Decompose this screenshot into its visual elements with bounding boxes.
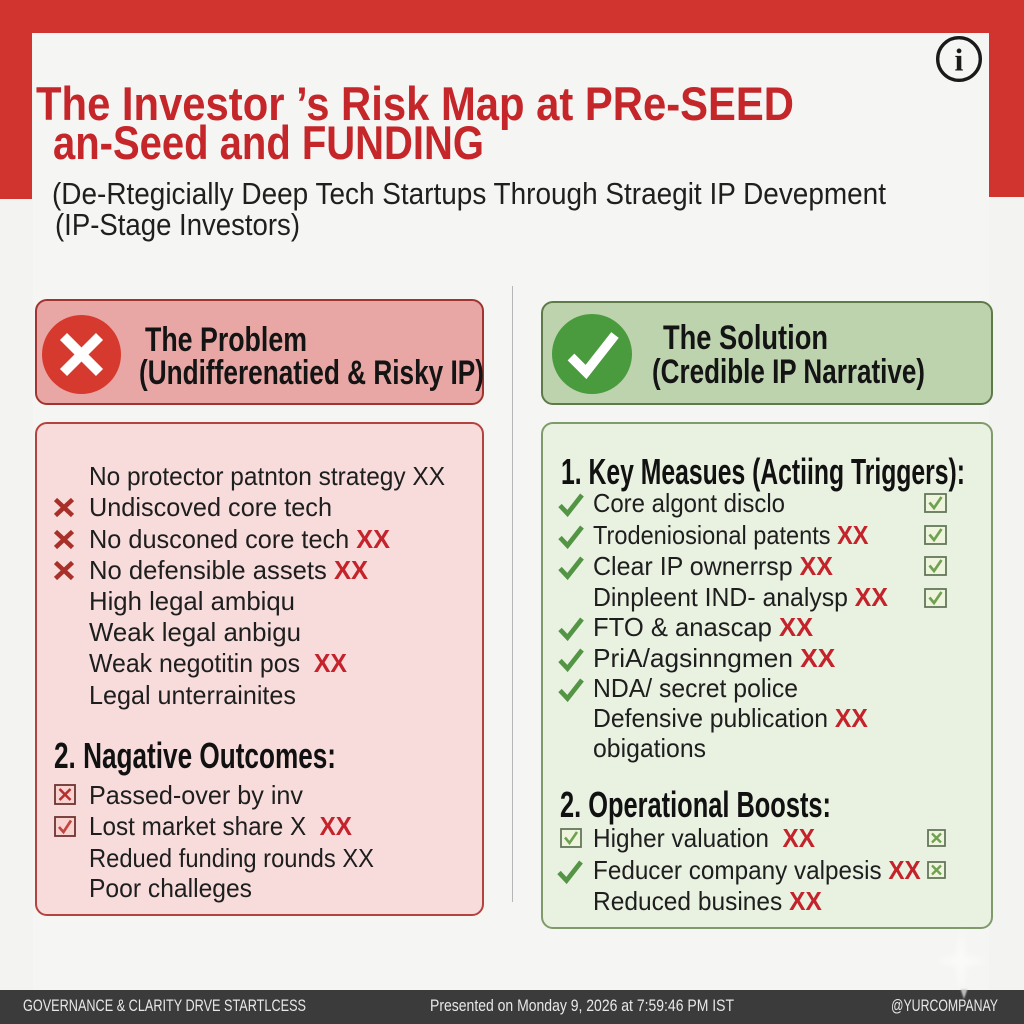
svg-text:i: i [955, 42, 964, 78]
